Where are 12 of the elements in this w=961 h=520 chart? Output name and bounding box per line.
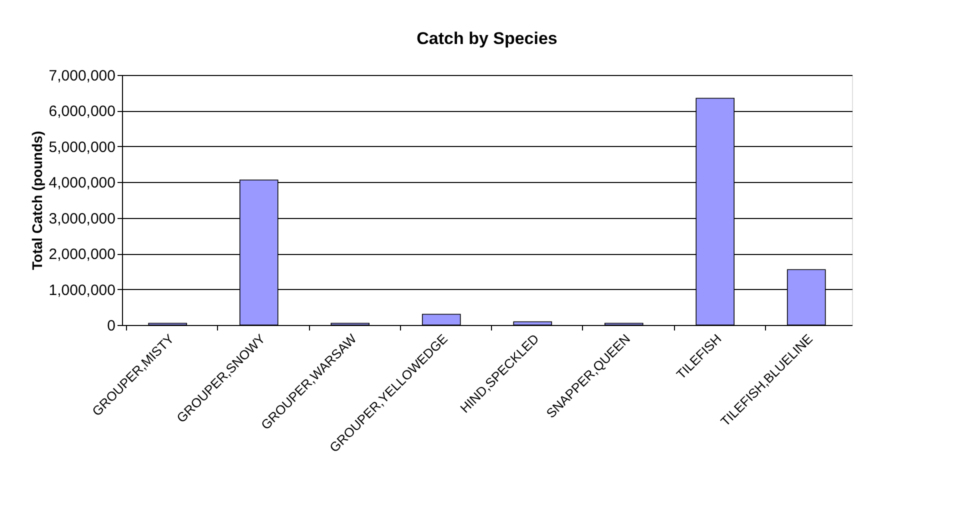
y-tick-label: 3,000,000 [48,210,116,228]
y-tick-label: 0 [107,318,116,334]
y-tick-label: 4,000,000 [48,174,116,192]
y-axis-title: Total Catch (pounds) [28,131,45,270]
y-tick-label: 1,000,000 [48,282,116,299]
chart-title: Catch by Species [416,29,558,48]
bar [513,321,552,326]
bar [422,314,461,326]
y-tick-label: 6,000,000 [48,103,116,120]
y-tick-label: 5,000,000 [48,138,116,156]
y-tick-label: 2,000,000 [48,246,116,264]
y-tick-label: 7,000,000 [48,68,116,84]
